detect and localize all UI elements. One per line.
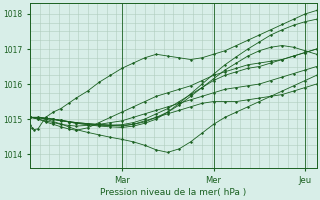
X-axis label: Pression niveau de la mer( hPa ): Pression niveau de la mer( hPa ) (100, 188, 247, 197)
